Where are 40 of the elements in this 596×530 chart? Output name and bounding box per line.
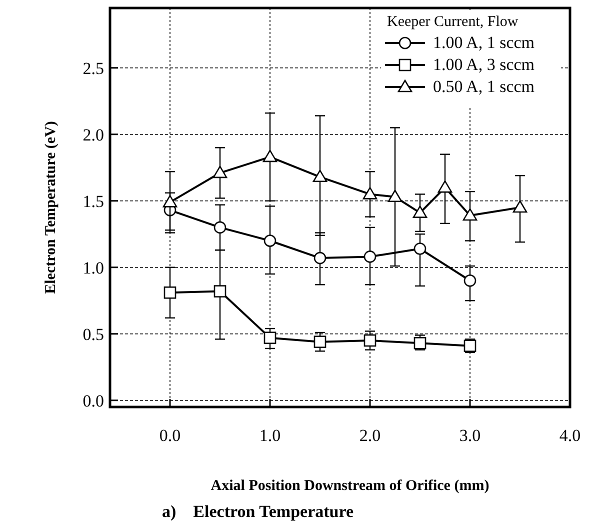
point: [314, 336, 326, 348]
y-tick-label: 0.0: [82, 391, 104, 410]
x-tick-label: 0.0: [159, 426, 181, 445]
point: [364, 250, 376, 263]
point: [162, 195, 178, 208]
x-tick-label: 2.0: [359, 426, 381, 445]
y-tick-label: 0.5: [82, 324, 104, 344]
point: [214, 285, 226, 298]
point: [314, 252, 326, 264]
legend-title: Keeper Current, Flow: [387, 14, 518, 30]
point: [438, 180, 452, 193]
x-tick-label: 1.0: [259, 426, 281, 445]
y-tick-label: 1.5: [82, 192, 104, 211]
point: [462, 208, 478, 221]
point: [212, 166, 228, 178]
x-axis-title: Axial Position Downstream of Orifice (mm): [210, 478, 490, 494]
point: [388, 190, 402, 202]
point: [364, 334, 376, 347]
y-tick-label: 2.5: [82, 58, 104, 78]
text: a) Electron Temperature: [162, 502, 354, 521]
point: [362, 187, 378, 200]
point: [164, 286, 176, 299]
y-tick-label: 2.0: [82, 125, 104, 144]
point: [262, 150, 278, 162]
legend-label: 1.00 A, 3 sccm: [433, 55, 535, 74]
y-axis-title: Electron Temperature (eV): [43, 121, 59, 294]
point: [414, 242, 426, 255]
point: [264, 234, 276, 247]
x-tick-label: 4.0: [559, 426, 581, 445]
point: [412, 206, 428, 218]
point: [414, 337, 426, 350]
legend-label: 0.50 A, 1 sccm: [433, 77, 535, 96]
point: [264, 332, 276, 344]
legend-label: 1.00 A, 1 sccm: [433, 33, 535, 52]
point: [512, 200, 528, 213]
point: [312, 170, 328, 182]
x-tick-label: 3.0: [459, 426, 481, 445]
point: [464, 274, 476, 287]
y-tick-label: 1.0: [82, 258, 104, 278]
point: [214, 221, 226, 234]
